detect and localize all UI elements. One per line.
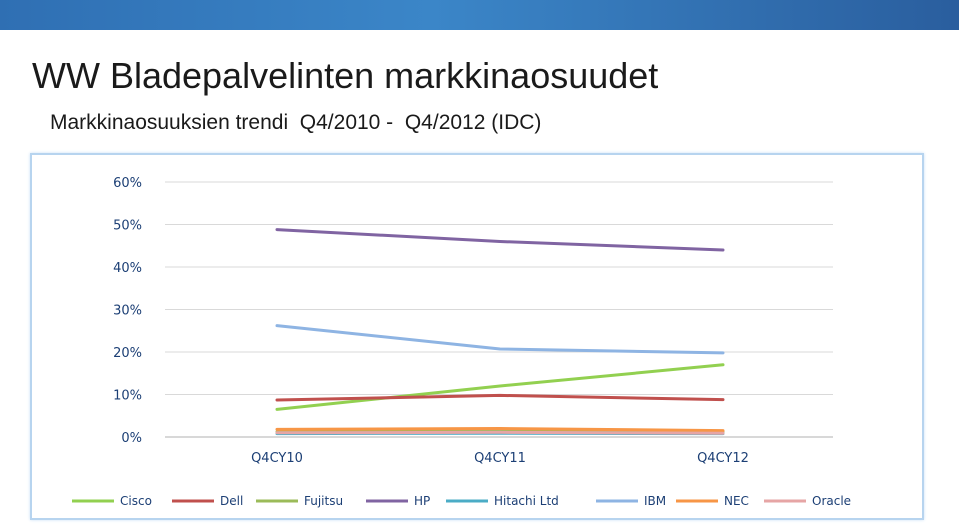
y-axis-ticks: 0% 10% 20% 30% 40% 50% 60% [113,176,142,446]
y-tick-label: 50% [113,219,142,234]
y-tick-label: 40% [113,261,142,276]
legend-label-ibm: IBM [644,494,666,508]
y-tick-label: 0% [121,431,142,446]
legend-label-oracle: Oracle [812,494,851,508]
x-tick-label: Q4CY10 [251,451,303,466]
slide-subtitle: Markkinaosuuksien trendi Q4/2010 - Q4/20… [50,111,542,134]
series-line-ibm [275,324,725,355]
legend: Cisco Dell Fujitsu HP Hitachi Ltd IBM NEC Oracl… [72,494,851,508]
x-axis-ticks: Q4CY10 Q4CY11 Q4CY12 [251,451,749,466]
series-line-nec [275,427,725,433]
x-tick-label: Q4CY12 [697,451,749,466]
y-tick-label: 20% [113,346,142,361]
legend-label-cisco: Cisco [120,494,152,508]
chart-frame [30,153,924,520]
series-line-cisco [275,363,725,411]
gridlines [165,181,833,438]
series-line-oracle [275,430,725,435]
slide-title: WW Bladepalvelinten markkinaosuudet [32,55,659,96]
legend-label-hp: HP [414,494,430,508]
legend-label-hitachi-ltd: Hitachi Ltd [494,494,559,508]
y-tick-label: 10% [113,389,142,404]
series-line-dell [275,393,725,402]
y-tick-label: 30% [113,304,142,319]
series-line-hp [275,228,725,252]
legend-label-fujitsu: Fujitsu [304,494,343,508]
header-band [0,0,959,30]
legend-label-nec: NEC [724,494,749,508]
y-tick-label: 60% [113,176,142,191]
series-lines [275,228,725,436]
legend-label-dell: Dell [220,494,243,508]
x-tick-label: Q4CY11 [474,451,526,466]
